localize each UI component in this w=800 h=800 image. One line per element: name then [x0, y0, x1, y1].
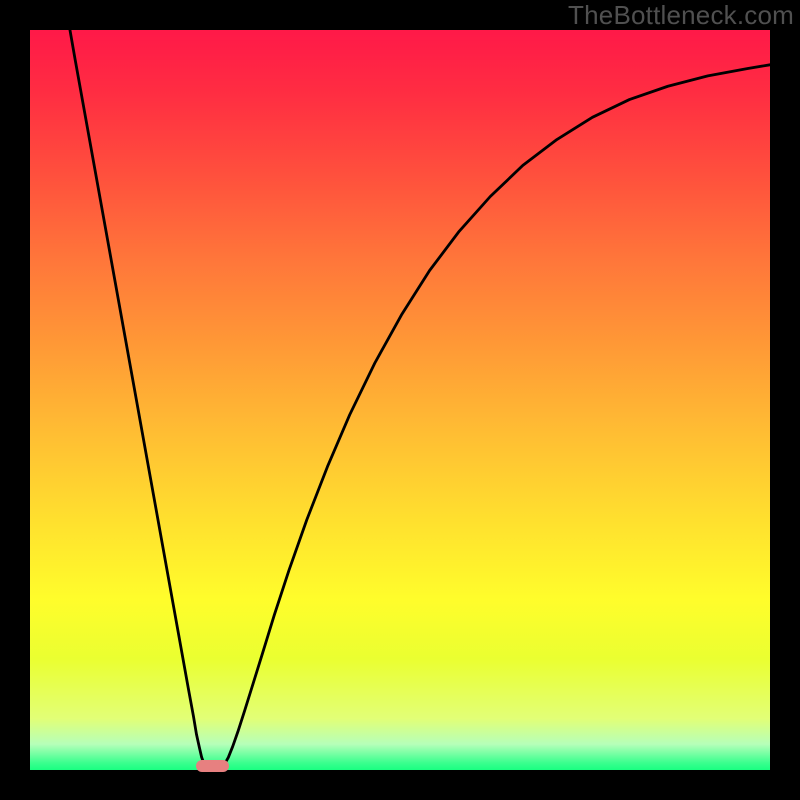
plot-area	[30, 30, 770, 770]
chart-canvas: TheBottleneck.com	[0, 0, 800, 800]
minimum-marker	[196, 760, 229, 772]
watermark-text: TheBottleneck.com	[0, 0, 800, 30]
gradient-plot	[30, 30, 770, 770]
